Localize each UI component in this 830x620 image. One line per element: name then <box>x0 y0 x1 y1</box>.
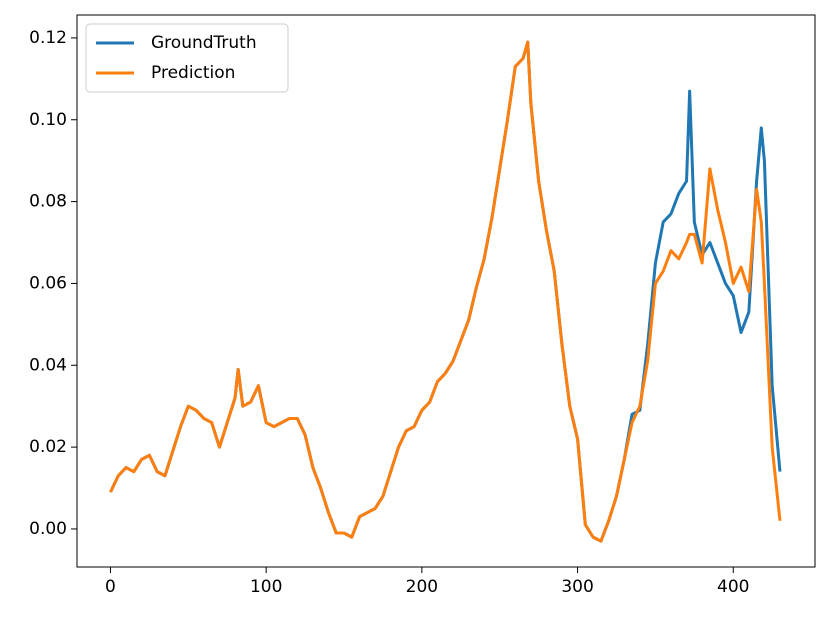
x-tick-label: 0 <box>105 577 116 597</box>
legend: GroundTruth Prediction <box>85 23 289 93</box>
x-tick-label: 200 <box>406 577 438 597</box>
legend-box <box>85 23 289 93</box>
y-tick-label: 0.10 <box>29 110 67 130</box>
x-tick-label: 400 <box>717 577 749 597</box>
series-line <box>109 40 782 543</box>
y-tick-label: 0.02 <box>29 437 67 457</box>
x-tick-label: 300 <box>561 577 593 597</box>
legend-label: GroundTruth <box>151 33 257 53</box>
y-tick-label: 0.04 <box>29 355 67 375</box>
x-tick-label: 100 <box>250 577 282 597</box>
y-tick-label: 0.00 <box>29 519 67 539</box>
legend-label: Prediction <box>151 63 235 83</box>
y-tick-label: 0.08 <box>29 192 67 212</box>
series-line <box>109 40 782 543</box>
plot-frame <box>76 14 816 568</box>
y-tick-label: 0.06 <box>29 273 67 293</box>
y-tick-label: 0.12 <box>29 28 67 48</box>
